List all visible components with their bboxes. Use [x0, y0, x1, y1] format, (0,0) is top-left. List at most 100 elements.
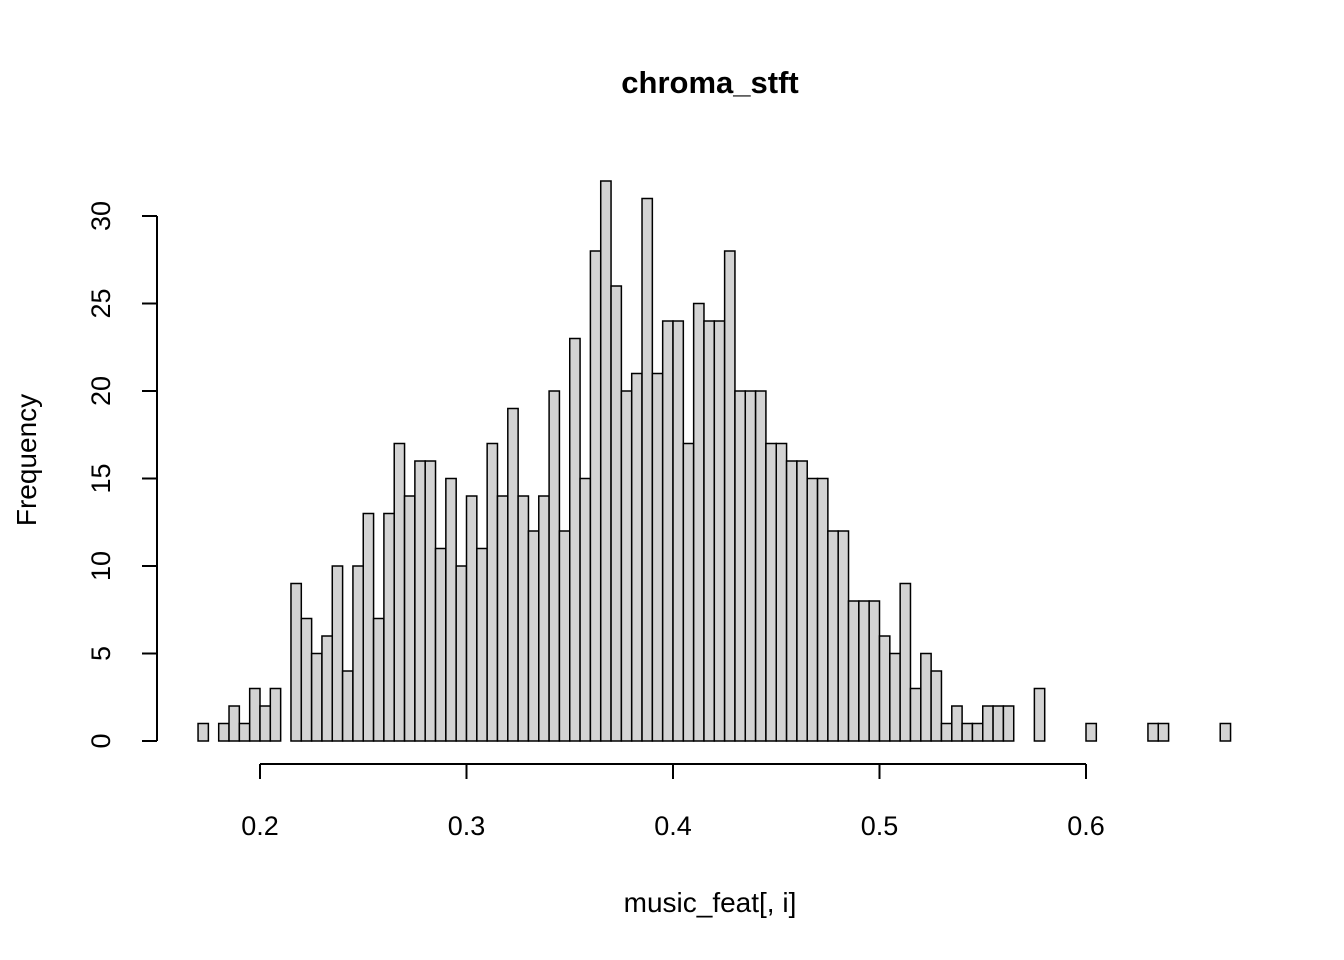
histogram-bar: [465, 495, 478, 742]
histogram-bar: [538, 495, 550, 742]
histogram-bar: [661, 320, 674, 742]
histogram-bar: [527, 530, 540, 742]
histogram-bar: [383, 512, 395, 742]
x-tick-label: 0.5: [861, 811, 899, 841]
histogram-bar: [847, 600, 860, 742]
histogram-bar: [486, 442, 499, 742]
histogram-bar: [651, 372, 664, 742]
histogram-bar: [816, 477, 829, 742]
x-axis-label: music_feat[, i]: [624, 887, 797, 918]
histogram-bar: [889, 652, 901, 742]
histogram-bar: [971, 722, 984, 742]
histogram-bar: [248, 687, 261, 742]
histogram-bar: [713, 320, 726, 742]
y-tick-label: 20: [86, 376, 116, 406]
histogram-bar: [744, 390, 757, 742]
y-tick-label: 15: [86, 463, 116, 493]
histogram-bar: [765, 442, 777, 742]
histogram-bar: [352, 565, 364, 742]
histogram-bar: [920, 652, 932, 742]
histogram-bar: [331, 565, 344, 742]
histogram-bar: [476, 547, 488, 742]
histogram-bar: [569, 337, 581, 742]
histogram-bar: [507, 407, 519, 742]
histogram-bar: [1147, 722, 1160, 742]
histogram-bar: [951, 705, 963, 742]
histogram-bar: [754, 390, 767, 742]
y-tick-label: 0: [86, 733, 116, 748]
histogram-bar: [259, 705, 272, 742]
histogram-bar: [228, 705, 241, 742]
histogram-bar: [734, 390, 747, 742]
histogram-bar: [455, 565, 468, 742]
histogram-bar: [341, 670, 354, 742]
chart-title: chroma_stft: [621, 65, 798, 100]
histogram-bar: [517, 495, 530, 742]
histogram-bar: [630, 372, 643, 742]
histogram-bar: [982, 705, 994, 742]
histogram-bar: [496, 495, 509, 742]
histogram-bar: [197, 722, 210, 742]
histogram-bar: [796, 460, 808, 742]
histogram-bar: [321, 635, 334, 742]
histogram-bar: [393, 442, 406, 742]
bars-group: [197, 180, 1232, 742]
histogram-bar: [827, 530, 839, 742]
histogram-bar: [775, 442, 788, 742]
histogram-bar: [372, 617, 385, 742]
histogram-bar: [1033, 687, 1046, 742]
histogram-bar: [589, 250, 602, 742]
histogram-bar: [1157, 722, 1170, 742]
histogram-bar: [961, 722, 974, 742]
histogram-bar: [1219, 722, 1232, 742]
histogram-bar: [620, 390, 633, 742]
histogram-bar: [1085, 722, 1098, 742]
histogram-bar: [217, 722, 230, 742]
x-tick-label: 0.4: [654, 811, 692, 841]
y-axis-label: Frequency: [11, 394, 42, 526]
histogram-bar: [362, 512, 375, 742]
histogram-bar: [269, 687, 282, 742]
x-tick-label: 0.6: [1067, 811, 1105, 841]
histogram-bar: [424, 460, 437, 742]
histogram-bar: [238, 722, 251, 742]
y-tick-label: 10: [86, 551, 116, 581]
histogram-bar: [445, 477, 457, 742]
histogram-bar: [599, 180, 612, 742]
histogram-bar: [610, 285, 623, 742]
histogram-bar: [806, 477, 819, 742]
y-axis: 0 5 10 15 20 25 30: [86, 201, 158, 749]
histogram-bar: [909, 687, 922, 742]
x-tick-label: 0.3: [448, 811, 486, 841]
histogram-bar: [672, 320, 685, 742]
histogram-bar: [692, 302, 705, 742]
y-tick-label: 30: [86, 201, 116, 231]
histogram-bar: [723, 250, 736, 742]
y-tick-label: 5: [86, 646, 116, 661]
histogram-bar: [310, 652, 323, 742]
histogram-bar: [940, 722, 953, 742]
histogram-bar: [434, 547, 447, 742]
histogram-bar: [548, 390, 561, 742]
histogram-bar: [703, 320, 716, 742]
histogram-bar: [878, 635, 891, 742]
histogram-bar: [858, 600, 870, 742]
histogram-bar: [290, 582, 303, 742]
x-tick-label: 0.2: [241, 811, 279, 841]
histogram-bar: [414, 460, 426, 742]
histogram-bar: [899, 582, 912, 742]
histogram-bar: [579, 477, 592, 742]
histogram-bar: [992, 705, 1005, 742]
histogram-bar: [837, 530, 850, 742]
histogram-bar: [558, 530, 571, 742]
y-tick-label: 25: [86, 288, 116, 318]
x-axis: 0.2 0.3 0.4 0.5 0.6: [241, 763, 1105, 841]
histogram-bar: [300, 617, 313, 742]
histogram-bar: [785, 460, 798, 742]
histogram-bar: [868, 600, 881, 742]
histogram-bar: [682, 442, 695, 742]
histogram-bar: [641, 197, 654, 742]
histogram-bar: [403, 495, 416, 742]
histogram-bar: [1002, 705, 1015, 742]
